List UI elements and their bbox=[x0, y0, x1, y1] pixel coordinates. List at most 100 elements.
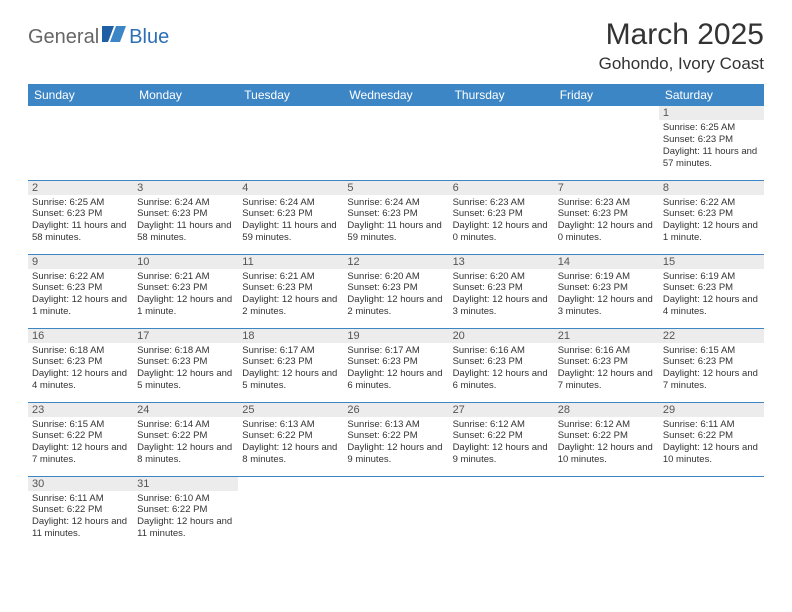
day-number: 2 bbox=[28, 181, 133, 195]
day-details: Sunrise: 6:22 AMSunset: 6:23 PMDaylight:… bbox=[28, 269, 133, 323]
calendar-cell: 2Sunrise: 6:25 AMSunset: 6:23 PMDaylight… bbox=[28, 180, 133, 254]
calendar-cell: 18Sunrise: 6:17 AMSunset: 6:23 PMDayligh… bbox=[238, 328, 343, 402]
calendar-cell: 27Sunrise: 6:12 AMSunset: 6:22 PMDayligh… bbox=[449, 402, 554, 476]
calendar-cell: 7Sunrise: 6:23 AMSunset: 6:23 PMDaylight… bbox=[554, 180, 659, 254]
calendar-cell: 3Sunrise: 6:24 AMSunset: 6:23 PMDaylight… bbox=[133, 180, 238, 254]
day-number: 21 bbox=[554, 329, 659, 343]
page-header: General Blue March 2025 Gohondo, Ivory C… bbox=[28, 18, 764, 74]
calendar-cell: 9Sunrise: 6:22 AMSunset: 6:23 PMDaylight… bbox=[28, 254, 133, 328]
calendar-cell: 12Sunrise: 6:20 AMSunset: 6:23 PMDayligh… bbox=[343, 254, 448, 328]
day-number: 25 bbox=[238, 403, 343, 417]
day-details: Sunrise: 6:18 AMSunset: 6:23 PMDaylight:… bbox=[28, 343, 133, 397]
calendar-cell bbox=[449, 476, 554, 550]
calendar-cell bbox=[28, 106, 133, 180]
calendar-cell: 8Sunrise: 6:22 AMSunset: 6:23 PMDaylight… bbox=[659, 180, 764, 254]
col-monday: Monday bbox=[133, 84, 238, 106]
day-details: Sunrise: 6:25 AMSunset: 6:23 PMDaylight:… bbox=[659, 120, 764, 174]
calendar-cell: 24Sunrise: 6:14 AMSunset: 6:22 PMDayligh… bbox=[133, 402, 238, 476]
calendar-cell: 15Sunrise: 6:19 AMSunset: 6:23 PMDayligh… bbox=[659, 254, 764, 328]
day-details: Sunrise: 6:15 AMSunset: 6:23 PMDaylight:… bbox=[659, 343, 764, 397]
day-number: 16 bbox=[28, 329, 133, 343]
day-number: 28 bbox=[554, 403, 659, 417]
day-number: 30 bbox=[28, 477, 133, 491]
calendar-cell bbox=[343, 476, 448, 550]
day-details: Sunrise: 6:24 AMSunset: 6:23 PMDaylight:… bbox=[343, 195, 448, 249]
day-details: Sunrise: 6:10 AMSunset: 6:22 PMDaylight:… bbox=[133, 491, 238, 545]
calendar-row: 23Sunrise: 6:15 AMSunset: 6:22 PMDayligh… bbox=[28, 402, 764, 476]
day-details: Sunrise: 6:20 AMSunset: 6:23 PMDaylight:… bbox=[449, 269, 554, 323]
calendar-cell: 5Sunrise: 6:24 AMSunset: 6:23 PMDaylight… bbox=[343, 180, 448, 254]
col-tuesday: Tuesday bbox=[238, 84, 343, 106]
calendar-row: 30Sunrise: 6:11 AMSunset: 6:22 PMDayligh… bbox=[28, 476, 764, 550]
day-details: Sunrise: 6:17 AMSunset: 6:23 PMDaylight:… bbox=[343, 343, 448, 397]
day-number: 24 bbox=[133, 403, 238, 417]
calendar-cell: 6Sunrise: 6:23 AMSunset: 6:23 PMDaylight… bbox=[449, 180, 554, 254]
col-thursday: Thursday bbox=[449, 84, 554, 106]
day-number: 22 bbox=[659, 329, 764, 343]
day-number: 15 bbox=[659, 255, 764, 269]
day-number: 19 bbox=[343, 329, 448, 343]
day-number: 10 bbox=[133, 255, 238, 269]
day-number: 11 bbox=[238, 255, 343, 269]
day-number: 20 bbox=[449, 329, 554, 343]
calendar-cell bbox=[659, 476, 764, 550]
calendar-body: 1Sunrise: 6:25 AMSunset: 6:23 PMDaylight… bbox=[28, 106, 764, 550]
calendar-cell: 17Sunrise: 6:18 AMSunset: 6:23 PMDayligh… bbox=[133, 328, 238, 402]
day-number: 18 bbox=[238, 329, 343, 343]
day-number: 9 bbox=[28, 255, 133, 269]
day-number: 12 bbox=[343, 255, 448, 269]
calendar-cell bbox=[238, 476, 343, 550]
day-details: Sunrise: 6:25 AMSunset: 6:23 PMDaylight:… bbox=[28, 195, 133, 249]
calendar-row: 16Sunrise: 6:18 AMSunset: 6:23 PMDayligh… bbox=[28, 328, 764, 402]
calendar-cell bbox=[343, 106, 448, 180]
day-number: 14 bbox=[554, 255, 659, 269]
flag-icon bbox=[101, 24, 127, 50]
day-details: Sunrise: 6:19 AMSunset: 6:23 PMDaylight:… bbox=[554, 269, 659, 323]
day-details: Sunrise: 6:16 AMSunset: 6:23 PMDaylight:… bbox=[449, 343, 554, 397]
calendar-row: 2Sunrise: 6:25 AMSunset: 6:23 PMDaylight… bbox=[28, 180, 764, 254]
day-details: Sunrise: 6:15 AMSunset: 6:22 PMDaylight:… bbox=[28, 417, 133, 471]
calendar-cell: 22Sunrise: 6:15 AMSunset: 6:23 PMDayligh… bbox=[659, 328, 764, 402]
col-saturday: Saturday bbox=[659, 84, 764, 106]
calendar-cell: 1Sunrise: 6:25 AMSunset: 6:23 PMDaylight… bbox=[659, 106, 764, 180]
day-details: Sunrise: 6:24 AMSunset: 6:23 PMDaylight:… bbox=[238, 195, 343, 249]
calendar-cell bbox=[554, 476, 659, 550]
col-wednesday: Wednesday bbox=[343, 84, 448, 106]
calendar-cell: 19Sunrise: 6:17 AMSunset: 6:23 PMDayligh… bbox=[343, 328, 448, 402]
day-number: 31 bbox=[133, 477, 238, 491]
calendar-cell bbox=[449, 106, 554, 180]
calendar-cell: 13Sunrise: 6:20 AMSunset: 6:23 PMDayligh… bbox=[449, 254, 554, 328]
day-details: Sunrise: 6:23 AMSunset: 6:23 PMDaylight:… bbox=[449, 195, 554, 249]
day-details: Sunrise: 6:17 AMSunset: 6:23 PMDaylight:… bbox=[238, 343, 343, 397]
location-subtitle: Gohondo, Ivory Coast bbox=[599, 54, 764, 74]
calendar-table: Sunday Monday Tuesday Wednesday Thursday… bbox=[28, 84, 764, 550]
day-number: 13 bbox=[449, 255, 554, 269]
calendar-cell: 25Sunrise: 6:13 AMSunset: 6:22 PMDayligh… bbox=[238, 402, 343, 476]
day-number: 23 bbox=[28, 403, 133, 417]
day-details: Sunrise: 6:19 AMSunset: 6:23 PMDaylight:… bbox=[659, 269, 764, 323]
calendar-cell: 26Sunrise: 6:13 AMSunset: 6:22 PMDayligh… bbox=[343, 402, 448, 476]
day-number: 29 bbox=[659, 403, 764, 417]
day-details: Sunrise: 6:22 AMSunset: 6:23 PMDaylight:… bbox=[659, 195, 764, 249]
calendar-cell: 16Sunrise: 6:18 AMSunset: 6:23 PMDayligh… bbox=[28, 328, 133, 402]
day-details: Sunrise: 6:21 AMSunset: 6:23 PMDaylight:… bbox=[238, 269, 343, 323]
day-details: Sunrise: 6:12 AMSunset: 6:22 PMDaylight:… bbox=[554, 417, 659, 471]
calendar-row: 9Sunrise: 6:22 AMSunset: 6:23 PMDaylight… bbox=[28, 254, 764, 328]
day-details: Sunrise: 6:12 AMSunset: 6:22 PMDaylight:… bbox=[449, 417, 554, 471]
day-number: 7 bbox=[554, 181, 659, 195]
day-details: Sunrise: 6:18 AMSunset: 6:23 PMDaylight:… bbox=[133, 343, 238, 397]
calendar-cell: 10Sunrise: 6:21 AMSunset: 6:23 PMDayligh… bbox=[133, 254, 238, 328]
day-number: 5 bbox=[343, 181, 448, 195]
brand-logo: General Blue bbox=[28, 24, 169, 50]
calendar-cell: 29Sunrise: 6:11 AMSunset: 6:22 PMDayligh… bbox=[659, 402, 764, 476]
day-details: Sunrise: 6:13 AMSunset: 6:22 PMDaylight:… bbox=[238, 417, 343, 471]
calendar-cell: 30Sunrise: 6:11 AMSunset: 6:22 PMDayligh… bbox=[28, 476, 133, 550]
calendar-cell: 14Sunrise: 6:19 AMSunset: 6:23 PMDayligh… bbox=[554, 254, 659, 328]
month-title: March 2025 bbox=[599, 18, 764, 52]
brand-general: General bbox=[28, 26, 99, 49]
day-number: 8 bbox=[659, 181, 764, 195]
day-details: Sunrise: 6:21 AMSunset: 6:23 PMDaylight:… bbox=[133, 269, 238, 323]
col-friday: Friday bbox=[554, 84, 659, 106]
calendar-header-row: Sunday Monday Tuesday Wednesday Thursday… bbox=[28, 84, 764, 106]
day-number: 4 bbox=[238, 181, 343, 195]
